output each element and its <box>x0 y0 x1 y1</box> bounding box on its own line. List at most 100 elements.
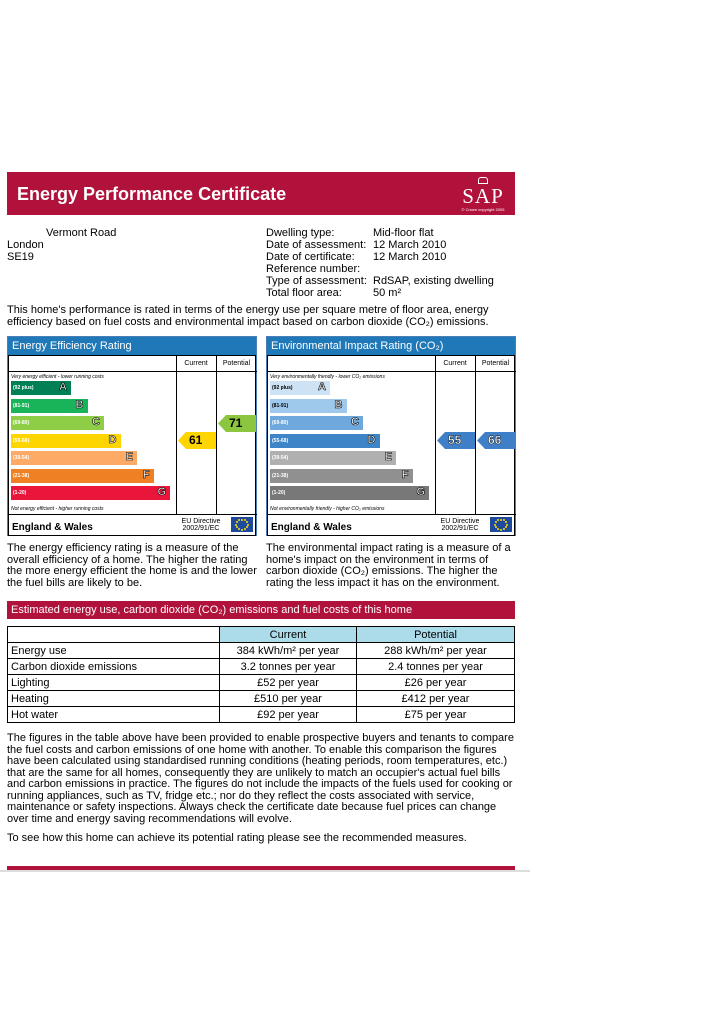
info-value: 50 m² <box>373 287 402 299</box>
current-column-header: Current <box>443 360 467 367</box>
table-row: Hot water £92 per year £75 per year <box>7 706 515 723</box>
row-label: Heating <box>7 690 220 707</box>
eu-star-icon <box>503 519 505 522</box>
rating-band-f: (21-38) F <box>270 468 413 483</box>
row-current: £510 per year <box>219 690 357 707</box>
eu-directive: EU Directive 2002/91/EC <box>440 518 480 532</box>
region-label: England & Wales <box>271 522 352 533</box>
band-range-label: (55-68) <box>13 437 30 444</box>
band-letter: C <box>92 416 101 429</box>
crown-icon <box>478 177 488 184</box>
band-letter: G <box>157 486 166 499</box>
estimated-costs-title: Estimated energy use, carbon dioxide (CO… <box>7 601 515 619</box>
eu-star-icon <box>494 526 497 528</box>
info-label: Dwelling type: <box>266 227 335 239</box>
band-range-label: (39-54) <box>272 455 289 461</box>
page-title: Energy Performance Certificate <box>17 184 287 204</box>
current-rating-value: 55 <box>448 433 462 447</box>
eu-star-icon <box>241 518 243 521</box>
info-label: Type of assessment: <box>266 275 367 287</box>
eu-star-icon <box>235 526 238 528</box>
eu-star-icon <box>244 527 246 530</box>
eu-star-icon <box>246 521 249 523</box>
potential-rating-value: 66 <box>488 433 502 447</box>
row-potential: £412 per year <box>356 690 515 707</box>
eu-directive: EU Directive 2002/91/EC <box>181 518 221 532</box>
eu-star-icon <box>497 527 499 530</box>
eu-flag-icon <box>231 517 253 532</box>
bottom-banner <box>7 866 515 870</box>
table-row: Lighting £52 per year £26 per year <box>7 674 515 691</box>
table-header-blank <box>7 626 220 643</box>
eu-star-icon <box>238 527 240 530</box>
info-label: Reference number: <box>266 263 361 275</box>
band-letter: A <box>318 381 327 394</box>
band-letter: D <box>108 433 117 446</box>
info-label: Date of certificate: <box>266 251 355 263</box>
environment-rating-title: Environmental Impact Rating (CO₂) <box>267 337 515 355</box>
energy-rating-title: Energy Efficiency Rating <box>8 337 256 355</box>
current-column-header: Current <box>184 360 208 367</box>
top-note: Very environmentally friendly - lower CO… <box>270 374 385 380</box>
potential-rating-value: 71 <box>229 415 243 430</box>
rating-band-d: (55-68) D <box>11 433 121 448</box>
recommend-text: To see how this home can achieve its pot… <box>7 832 467 844</box>
row-potential: 2.4 tonnes per year <box>356 658 515 675</box>
rating-band-g: (1-20) G <box>11 486 170 500</box>
footer-text: The figures in the table above have been… <box>7 732 514 825</box>
table-row: Heating £510 per year £412 per year <box>7 690 515 707</box>
band-letter: B <box>75 398 84 411</box>
band-range-label: (92 plus) <box>13 385 34 391</box>
rating-band-f: (21-38) F <box>11 468 154 483</box>
row-label: Carbon dioxide emissions <box>7 658 220 675</box>
band-letter: G <box>416 486 425 499</box>
band-letter: E <box>384 451 392 464</box>
potential-column-header: Potential <box>481 360 510 367</box>
band-range-label: (69-80) <box>13 420 30 426</box>
info-value: 12 March 2010 <box>373 251 447 263</box>
band-range-label: (81-91) <box>272 402 289 409</box>
band-range-label: (69-80) <box>272 420 289 426</box>
sap-logo-copyright: © Crown copyright 2005 <box>461 207 505 212</box>
eu-star-icon <box>500 528 502 531</box>
table-header-row: Current Potential <box>7 626 515 643</box>
band-letter: E <box>125 451 133 464</box>
rating-band-a: (92 plus) A <box>11 381 71 395</box>
environment-explanation: The environmental impact rating is a mea… <box>266 542 511 589</box>
table-header-current: Current <box>219 626 357 643</box>
environmental-impact-chart: Environmental Impact Rating (CO₂) Curren… <box>266 336 516 536</box>
row-current: £52 per year <box>219 674 357 691</box>
band-letter: B <box>334 398 343 411</box>
sap-logo: SAP © Crown copyright 2005 <box>459 175 507 213</box>
rating-band-e: (39-54) E <box>270 451 396 465</box>
table-header-potential: Potential <box>356 626 515 643</box>
energy-explanation: The energy efficiency rating is a measur… <box>7 542 257 589</box>
energy-rating-grid: Current Potential Very energy efficient … <box>8 355 257 536</box>
row-potential: £26 per year <box>356 674 515 691</box>
row-potential: £75 per year <box>356 706 515 723</box>
environment-rating-grid: Current Potential Very environmentally f… <box>267 355 516 536</box>
potential-rating-arrow: 71 <box>218 414 256 432</box>
address-city: London <box>7 239 44 251</box>
row-current: £92 per year <box>219 706 357 723</box>
address-street: Vermont Road <box>46 227 117 239</box>
row-potential: 288 kWh/m² per year <box>356 642 515 659</box>
energy-efficiency-chart: Energy Efficiency Rating Current Potenti… <box>7 336 257 536</box>
rating-band-d: (55-68) D <box>270 433 380 448</box>
eu-star-icon <box>241 528 243 531</box>
info-label: Total floor area: <box>266 287 342 299</box>
header-banner: Energy Performance Certificate SAP © Cro… <box>7 172 515 215</box>
info-value: Mid-floor flat <box>373 227 434 239</box>
current-rating-arrow: 55 <box>437 432 475 449</box>
band-range-label: (39-54) <box>13 455 30 461</box>
intro-text: This home's performance is rated in term… <box>7 304 489 328</box>
current-rating-value: 61 <box>189 433 203 447</box>
band-range-label: (21-38) <box>272 472 289 479</box>
eu-star-icon <box>235 523 237 526</box>
eu-star-icon <box>247 523 249 526</box>
info-label: Date of assessment: <box>266 239 367 251</box>
eu-star-icon <box>235 521 238 523</box>
eu-star-icon <box>494 523 496 526</box>
address-postcode: SE19 <box>7 251 34 263</box>
current-rating-arrow: 61 <box>178 432 216 449</box>
